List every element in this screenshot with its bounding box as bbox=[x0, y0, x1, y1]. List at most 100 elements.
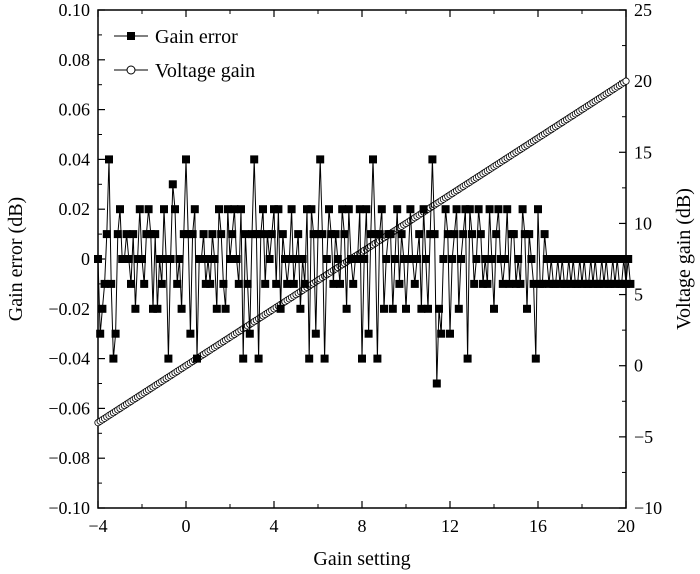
gain-error-point bbox=[386, 230, 395, 239]
gain-error-point bbox=[234, 279, 243, 288]
gain-error-point bbox=[129, 230, 138, 239]
gain-error-point bbox=[322, 255, 331, 263]
gain-error-point bbox=[419, 205, 428, 214]
y-left-tick-label: 0.04 bbox=[59, 149, 91, 169]
y-left-tick-label: −0.02 bbox=[48, 299, 90, 319]
gain-error-point bbox=[94, 255, 102, 263]
gain-error-point bbox=[417, 304, 426, 313]
y-left-tick-label: 0.02 bbox=[59, 199, 91, 219]
gain-error-point bbox=[498, 279, 507, 288]
y-left-tick-label: −0.04 bbox=[48, 349, 90, 369]
gain-error-point bbox=[239, 354, 248, 363]
gain-error-point bbox=[575, 255, 584, 263]
x-tick-label: 0 bbox=[182, 516, 191, 536]
gain-error-point bbox=[228, 230, 237, 239]
gain-error-point bbox=[373, 354, 382, 363]
gain-error-point bbox=[232, 255, 241, 263]
gain-error-point bbox=[325, 205, 333, 214]
gain-error-point bbox=[153, 304, 162, 313]
y-right-tick-label: 15 bbox=[634, 142, 652, 162]
gain-error-point bbox=[311, 329, 320, 338]
gain-error-point bbox=[182, 155, 190, 164]
y-left-tick-label: −0.10 bbox=[48, 498, 90, 518]
gain-error-point bbox=[199, 230, 208, 239]
legend-item-voltage-gain: Voltage gain bbox=[114, 60, 255, 82]
gain-error-point bbox=[369, 155, 377, 164]
voltage-gain-point bbox=[622, 77, 630, 85]
gain-error-point bbox=[402, 304, 410, 313]
gain-error-point bbox=[248, 230, 256, 239]
gain-error-point bbox=[595, 279, 604, 288]
gain-error-point bbox=[318, 230, 327, 239]
gain-error-point bbox=[329, 279, 338, 288]
legend-item-gain-error: Gain error bbox=[114, 26, 238, 48]
gain-error-point bbox=[589, 279, 597, 288]
gain-error-point bbox=[261, 279, 270, 288]
gain-error-point bbox=[358, 354, 366, 363]
gain-error-point bbox=[204, 255, 212, 263]
gain-error-point bbox=[243, 279, 252, 288]
gain-error-point bbox=[485, 205, 494, 214]
gain-error-point bbox=[201, 279, 210, 288]
gain-error-point bbox=[105, 155, 113, 164]
gain-error-point bbox=[272, 279, 281, 288]
gain-error-point bbox=[525, 230, 534, 239]
x-tick-label: 12 bbox=[441, 516, 459, 536]
gain-error-point bbox=[347, 255, 355, 263]
gain-error-point bbox=[151, 230, 160, 239]
gain-error-point bbox=[468, 230, 476, 239]
gain-error-point bbox=[109, 354, 118, 363]
gain-error-point bbox=[102, 230, 111, 239]
gain-error-point bbox=[353, 255, 362, 263]
gain-error-point bbox=[190, 205, 199, 214]
gain-error-point bbox=[470, 279, 479, 288]
gain-error-point bbox=[553, 255, 562, 263]
right-axis-title: Voltage gain (dB) bbox=[673, 188, 695, 330]
gain-error-point bbox=[512, 279, 520, 288]
gain-error-point bbox=[397, 230, 406, 239]
gain-error-point bbox=[168, 180, 177, 189]
gain-error-point bbox=[162, 255, 171, 263]
gain-error-point bbox=[149, 304, 157, 313]
gain-error-point bbox=[305, 354, 314, 363]
gain-error-point bbox=[274, 205, 283, 214]
gain-error-point bbox=[179, 230, 188, 239]
gain-error-point bbox=[113, 230, 122, 239]
gain-error-point bbox=[283, 279, 292, 288]
y-left-tick-label: 0.06 bbox=[59, 100, 91, 120]
gain-error-point bbox=[395, 279, 404, 288]
y-right-tick-label: −5 bbox=[634, 427, 653, 447]
gain-error-point bbox=[296, 304, 305, 313]
gain-error-point bbox=[617, 279, 626, 288]
gain-error-point bbox=[289, 279, 298, 288]
x-tick-label: 16 bbox=[529, 516, 547, 536]
gain-error-point bbox=[303, 205, 311, 214]
gain-error-point bbox=[520, 230, 529, 239]
gain-error-point bbox=[613, 255, 622, 263]
gain-error-point bbox=[424, 304, 432, 313]
gain-error-point bbox=[142, 230, 151, 239]
gain-error-point bbox=[364, 329, 373, 338]
gain-error-point bbox=[463, 354, 472, 363]
gain-error-point bbox=[276, 304, 285, 313]
gain-error-point bbox=[619, 255, 628, 263]
gain-error-point bbox=[122, 230, 131, 239]
gain-error-point bbox=[476, 230, 485, 239]
gain-error-point bbox=[333, 255, 342, 263]
gain-error-point bbox=[120, 255, 129, 263]
gain-error-point bbox=[448, 255, 457, 263]
gain-error-point bbox=[215, 205, 223, 214]
gain-error-point bbox=[245, 329, 254, 338]
gain-error-point bbox=[421, 255, 430, 263]
gain-error-point bbox=[459, 230, 468, 239]
gain-error-point bbox=[285, 255, 294, 263]
x-tick-label: 4 bbox=[270, 516, 279, 536]
gain-error-point bbox=[221, 304, 230, 313]
gain-error-point bbox=[624, 255, 633, 263]
gain-error-point bbox=[206, 279, 215, 288]
gain-error-point bbox=[626, 279, 635, 288]
gain-error-point bbox=[564, 255, 573, 263]
gain-error-point bbox=[472, 255, 481, 263]
y-left-tick-label: −0.08 bbox=[48, 448, 90, 468]
gain-error-point bbox=[193, 354, 201, 363]
